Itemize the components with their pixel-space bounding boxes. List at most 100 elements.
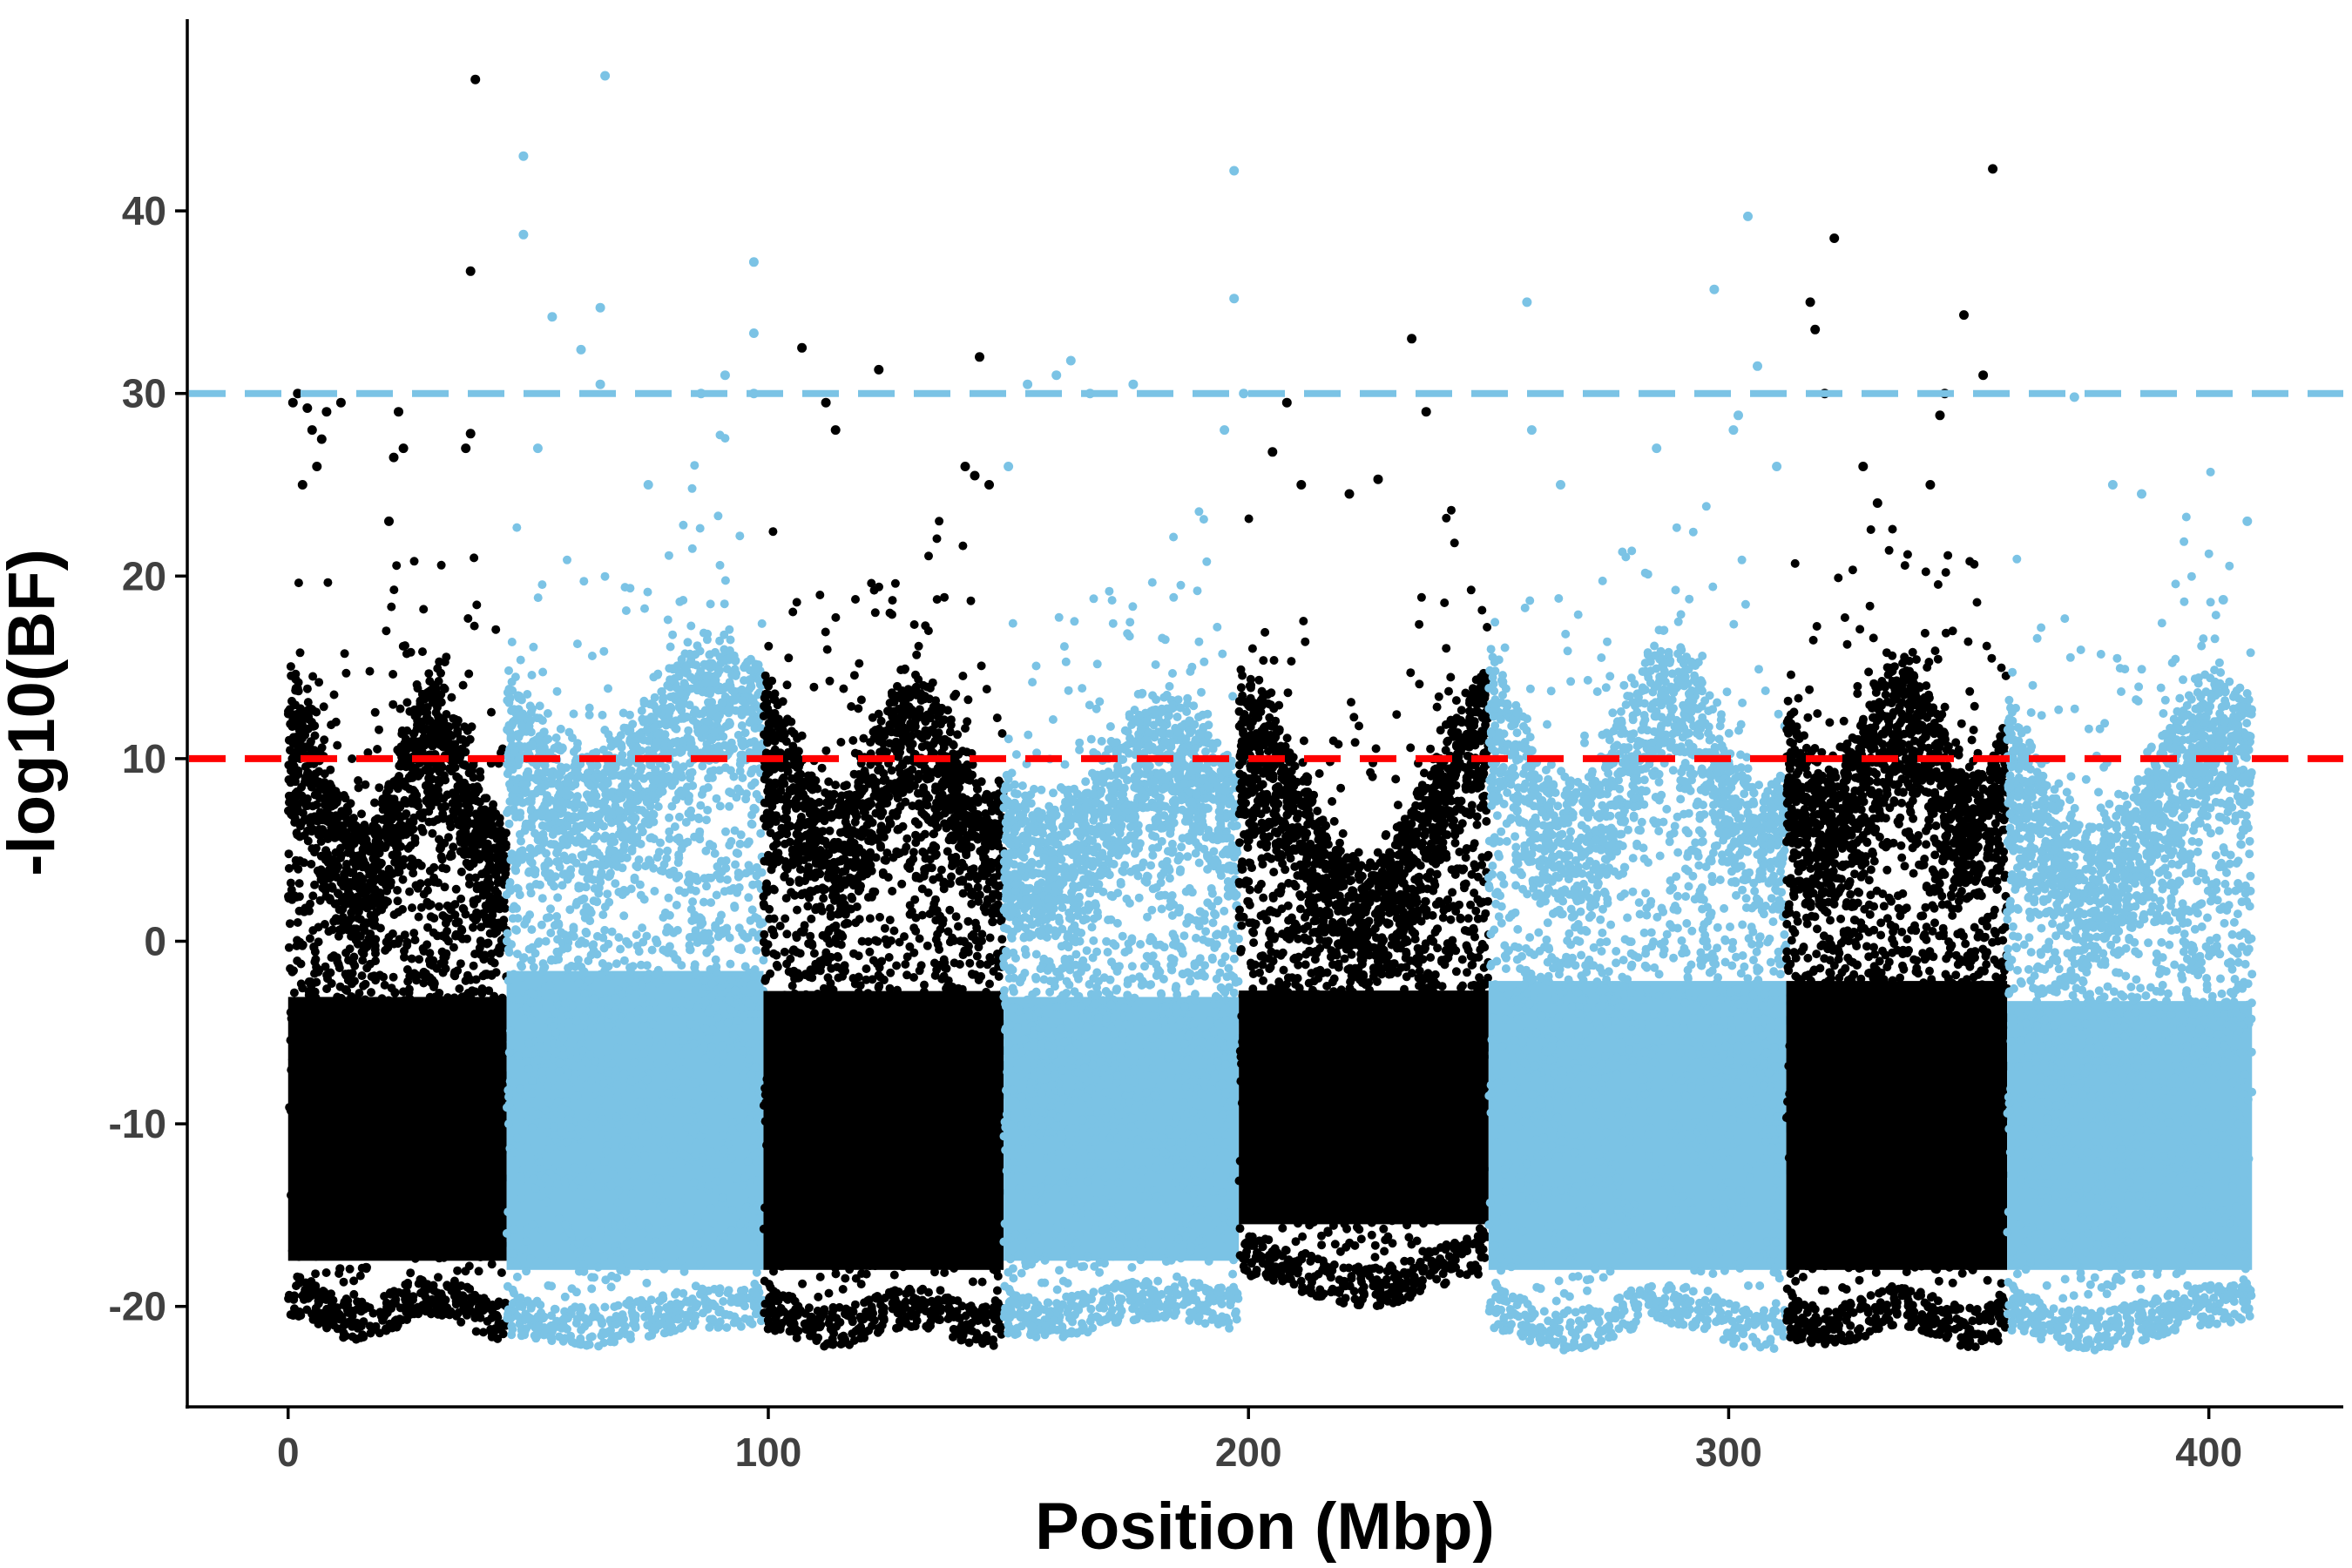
data-point <box>1051 370 1062 381</box>
data-point <box>1281 397 1292 408</box>
data-point <box>1556 480 1565 490</box>
y-axis-title: -log10(BF) <box>0 549 69 876</box>
data-point <box>2218 595 2228 605</box>
data-point <box>1728 425 1739 436</box>
data-point <box>1421 407 1431 417</box>
data-point <box>518 229 529 240</box>
data-point <box>576 344 586 355</box>
data-point <box>874 364 884 375</box>
data-point <box>1023 379 1033 389</box>
segment-points-3 <box>759 517 1008 1351</box>
segment-points-4 <box>999 507 1243 1342</box>
data-point <box>595 302 605 313</box>
data-point <box>1772 462 1782 471</box>
data-point <box>1220 425 1230 436</box>
y-tick-label: -20 <box>109 1284 166 1329</box>
y-tick-label: 10 <box>122 736 166 781</box>
data-point <box>1522 297 1532 308</box>
data-point <box>1709 284 1720 294</box>
data-point <box>2107 480 2118 490</box>
data-point <box>748 328 759 338</box>
x-tick-label: 200 <box>1215 1429 1282 1475</box>
data-point <box>316 434 327 444</box>
data-point <box>1344 489 1355 499</box>
data-point <box>389 452 399 463</box>
data-point <box>2137 489 2146 499</box>
data-point <box>1959 310 1969 321</box>
x-axis-ticks: 0 100 200 300 400 <box>277 1407 2242 1475</box>
data-point <box>302 403 313 413</box>
segment-points-8 <box>2003 467 2257 1355</box>
data-point <box>335 397 346 408</box>
data-point <box>1128 379 1139 389</box>
data-point <box>1810 324 1821 335</box>
segment-points-5 <box>1234 505 1493 1310</box>
threshold-lines <box>189 389 2343 762</box>
y-tick-label: 0 <box>144 919 166 964</box>
data-point <box>1239 389 1249 399</box>
data-point <box>984 480 994 490</box>
data-point <box>1935 410 1945 421</box>
data-point <box>312 462 322 471</box>
scatter-points <box>283 71 2257 1355</box>
segment-points-7 <box>1781 524 2012 1352</box>
x-axis-title: Position (Mbp) <box>1035 1490 1495 1564</box>
data-point <box>307 425 317 436</box>
data-point <box>293 389 303 399</box>
data-point <box>1858 462 1869 471</box>
x-tick-label: 100 <box>735 1429 802 1475</box>
data-point <box>1373 474 1383 484</box>
data-point <box>600 71 611 81</box>
data-point <box>1925 480 1936 490</box>
data-point <box>532 443 543 454</box>
data-point <box>1296 480 1307 490</box>
data-point <box>465 266 476 276</box>
x-tick-label: 0 <box>277 1429 300 1475</box>
y-tick-label: 30 <box>122 371 166 416</box>
data-point <box>384 516 394 526</box>
data-point <box>2069 392 2079 402</box>
data-point <box>1065 355 1076 366</box>
data-point <box>1978 370 1989 381</box>
data-point <box>643 480 653 490</box>
data-point <box>1753 361 1762 371</box>
data-point <box>975 352 984 362</box>
y-tick-label: 20 <box>122 553 166 598</box>
data-point <box>470 74 481 84</box>
data-point <box>1652 443 1662 454</box>
data-point <box>970 470 980 481</box>
data-point <box>1407 334 1417 344</box>
data-point <box>960 462 970 471</box>
data-point <box>2242 516 2253 526</box>
data-point <box>394 407 403 417</box>
data-point <box>547 312 558 322</box>
data-point <box>1229 166 1240 176</box>
y-axis-ticks: -20 -10 0 10 20 30 40 <box>109 188 187 1329</box>
data-point <box>830 425 841 436</box>
data-point <box>1829 233 1840 243</box>
data-point <box>1872 498 1882 508</box>
segment-points-1 <box>283 553 511 1344</box>
data-point <box>398 443 409 454</box>
outlier-points-dark <box>287 74 1998 526</box>
data-point <box>1734 410 1743 421</box>
outlier-points-light <box>518 71 2253 605</box>
data-point <box>797 342 808 353</box>
data-point <box>720 370 730 381</box>
segment-points-6 <box>1484 502 1791 1355</box>
data-point <box>1988 164 1998 174</box>
data-point <box>1267 447 1278 457</box>
data-point <box>821 397 831 408</box>
data-point <box>1805 297 1815 308</box>
data-point <box>297 480 308 490</box>
x-tick-label: 300 <box>1695 1429 1762 1475</box>
data-point <box>321 407 332 417</box>
data-point <box>1004 462 1014 471</box>
data-point <box>595 379 605 389</box>
data-point <box>748 257 759 267</box>
data-point <box>465 429 476 439</box>
segment-points-2 <box>502 430 768 1351</box>
data-point <box>461 443 471 454</box>
x-tick-label: 400 <box>2175 1429 2242 1475</box>
